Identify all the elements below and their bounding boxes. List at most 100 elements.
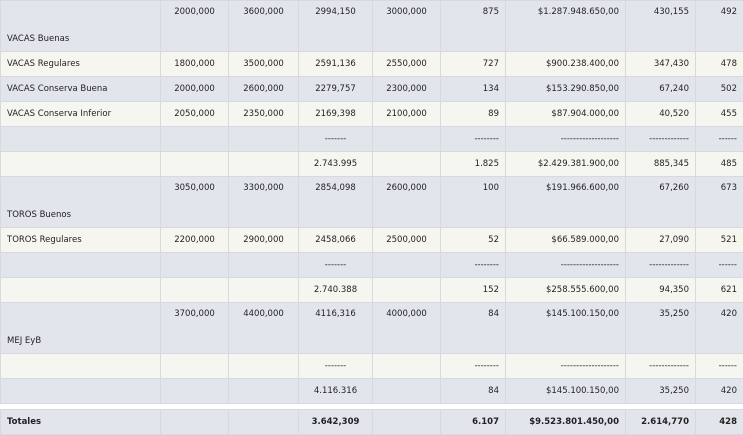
cell: 455 [696,102,743,127]
cell: 2.614,770 [626,410,696,435]
cell: 2854,098 [299,177,373,228]
cell [229,253,299,278]
cell: 485 [696,152,743,177]
cell: 478 [696,52,743,77]
cell: 152 [441,278,506,303]
cell: 621 [696,278,743,303]
cell: ------------- [626,127,696,152]
cell: 40,520 [626,102,696,127]
cell: ------------------- [506,127,626,152]
row-label [1,127,161,152]
cell: 2600,000 [373,177,441,228]
cell: 84 [441,303,506,354]
cell: 3000,000 [373,1,441,52]
cell: 347,430 [626,52,696,77]
cell: $87.904.000,00 [506,102,626,127]
cell: 2300,000 [373,77,441,102]
cell: $191.966.600,00 [506,177,626,228]
cell: 2200,000 [161,228,229,253]
cell [161,354,229,379]
cell [161,278,229,303]
cell: 134 [441,77,506,102]
cell [373,127,441,152]
cell: 94,350 [626,278,696,303]
cell: 885,345 [626,152,696,177]
cell: 3600,000 [229,1,299,52]
cell: $1.287.948.650,00 [506,1,626,52]
cell: 3050,000 [161,177,229,228]
cell: 2.740.388 [299,278,373,303]
cell [373,278,441,303]
cell: 3500,000 [229,52,299,77]
cell [229,152,299,177]
cell: ------------- [626,354,696,379]
table-row: ----------------------------------------… [1,127,743,152]
cell: 4000,000 [373,303,441,354]
row-label [1,152,161,177]
cell [229,278,299,303]
cell: $145.100.150,00 [506,303,626,354]
cell: 2000,000 [161,77,229,102]
row-label: TOROS Regulares [1,228,161,253]
cell: ------ [696,127,743,152]
cell: ------ [696,354,743,379]
cell: ------------------- [506,354,626,379]
cell [229,354,299,379]
row-label [1,278,161,303]
cell: 420 [696,303,743,354]
cell: $153.290.850,00 [506,77,626,102]
cell: 2169,398 [299,102,373,127]
cell: 67,260 [626,177,696,228]
cell: 2350,000 [229,102,299,127]
table-row: ----------------------------------------… [1,253,743,278]
row-label: VACAS Conserva Inferior [1,102,161,127]
cell: 2900,000 [229,228,299,253]
cell [161,127,229,152]
cell: 2458,066 [299,228,373,253]
row-label: TOROS Buenos [1,177,161,228]
row-label: VACAS Regulares [1,52,161,77]
cell: 3700,000 [161,303,229,354]
cell: 1800,000 [161,52,229,77]
cell [373,253,441,278]
cell: 52 [441,228,506,253]
cell [373,152,441,177]
cell [373,354,441,379]
row-label: MEJ EyB [1,303,161,354]
row-label: Totales [1,410,161,435]
cell: 2550,000 [373,52,441,77]
cell: 875 [441,1,506,52]
cell: $2.429.381.900,00 [506,152,626,177]
cell: $900.238.400,00 [506,52,626,77]
cell: 67,240 [626,77,696,102]
cell: 27,090 [626,228,696,253]
cell: 2.743.995 [299,152,373,177]
cell: 6.107 [441,410,506,435]
cell [229,127,299,152]
cell: ------ [696,253,743,278]
cell: ------- [299,127,373,152]
cell: 3300,000 [229,177,299,228]
cell: 89 [441,102,506,127]
cell: ------- [299,354,373,379]
cell: 2000,000 [161,1,229,52]
table-row: ----------------------------------------… [1,354,743,379]
row-label [1,354,161,379]
cell: ------- [299,253,373,278]
cell: 4116,316 [299,303,373,354]
cell [373,410,441,435]
cell: ------------------- [506,253,626,278]
cell: 2100,000 [373,102,441,127]
cell [161,253,229,278]
